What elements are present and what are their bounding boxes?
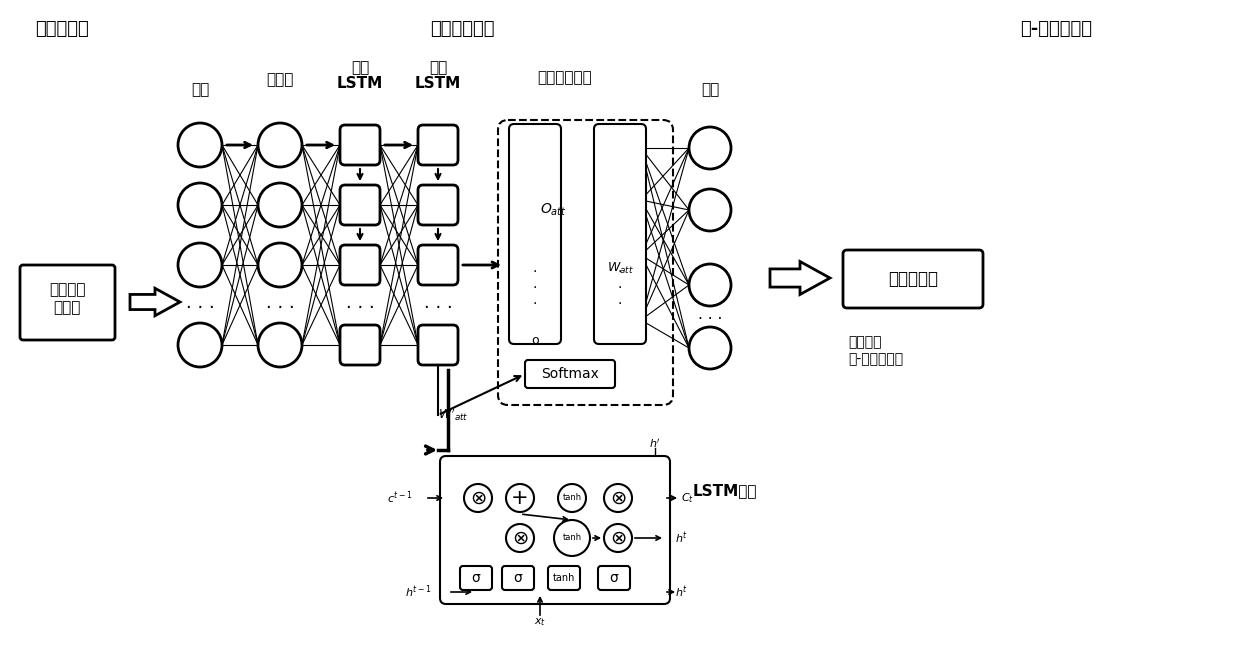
FancyBboxPatch shape xyxy=(418,245,458,285)
Text: LSTM: LSTM xyxy=(337,75,383,90)
Text: σ: σ xyxy=(610,571,619,585)
Text: $h'$: $h'$ xyxy=(649,438,661,451)
Text: $h^t$: $h^t$ xyxy=(676,584,688,600)
Text: $h^{t-1}$: $h^{t-1}$ xyxy=(404,583,432,601)
Circle shape xyxy=(689,327,732,369)
Text: 堆栈: 堆栈 xyxy=(351,61,370,75)
Circle shape xyxy=(515,127,556,169)
Circle shape xyxy=(258,243,303,287)
Text: 输入: 输入 xyxy=(191,82,210,98)
Circle shape xyxy=(604,524,632,552)
FancyBboxPatch shape xyxy=(508,124,560,344)
Circle shape xyxy=(179,243,222,287)
Text: 注意力选择器: 注意力选择器 xyxy=(538,71,593,86)
FancyBboxPatch shape xyxy=(502,566,534,590)
Text: 脑-机器人接口: 脑-机器人接口 xyxy=(848,352,903,366)
FancyBboxPatch shape xyxy=(340,185,379,225)
Circle shape xyxy=(515,299,556,341)
Text: · · ·: · · · xyxy=(186,299,215,317)
FancyBboxPatch shape xyxy=(418,125,458,165)
Circle shape xyxy=(599,127,641,169)
FancyBboxPatch shape xyxy=(498,120,673,405)
Text: 定制化的: 定制化的 xyxy=(848,335,882,349)
Text: $W_{att}$: $W_{att}$ xyxy=(606,261,634,276)
Text: o: o xyxy=(531,333,539,346)
Circle shape xyxy=(689,189,732,231)
Text: σ: σ xyxy=(471,571,480,585)
Text: σ: σ xyxy=(513,571,522,585)
Circle shape xyxy=(604,484,632,512)
Text: ⊗: ⊗ xyxy=(610,529,626,548)
Circle shape xyxy=(599,234,641,276)
Circle shape xyxy=(506,524,534,552)
Text: LSTM: LSTM xyxy=(415,75,461,90)
FancyBboxPatch shape xyxy=(594,124,646,344)
Text: 机器人动作: 机器人动作 xyxy=(888,270,937,288)
Polygon shape xyxy=(130,288,180,315)
Text: ⊗: ⊗ xyxy=(470,488,486,508)
Text: tanh: tanh xyxy=(553,573,575,583)
Circle shape xyxy=(599,179,641,221)
Text: 四种类型: 四种类型 xyxy=(48,282,86,298)
FancyBboxPatch shape xyxy=(20,265,115,340)
Text: ·
·
·: · · · xyxy=(618,265,622,312)
Circle shape xyxy=(599,299,641,341)
Text: 嵌入层: 嵌入层 xyxy=(267,73,294,88)
Circle shape xyxy=(689,127,732,169)
Circle shape xyxy=(558,484,587,512)
Text: · · ·: · · · xyxy=(265,299,294,317)
Circle shape xyxy=(515,179,556,221)
FancyBboxPatch shape xyxy=(440,456,670,604)
Text: LSTM单元: LSTM单元 xyxy=(693,484,758,498)
Text: 输出: 输出 xyxy=(701,82,719,98)
FancyBboxPatch shape xyxy=(598,566,630,590)
Text: $x_t$: $x_t$ xyxy=(534,616,546,628)
Circle shape xyxy=(179,183,222,227)
Text: 深度特征学习: 深度特征学习 xyxy=(430,20,495,38)
Text: $C_t$: $C_t$ xyxy=(682,491,694,505)
Text: $O_{att}$: $O_{att}$ xyxy=(539,202,567,218)
Circle shape xyxy=(258,323,303,367)
Text: ⊗: ⊗ xyxy=(610,488,626,508)
Text: 脑-机器人控制: 脑-机器人控制 xyxy=(1021,20,1092,38)
Polygon shape xyxy=(770,261,830,294)
Circle shape xyxy=(554,520,590,556)
Circle shape xyxy=(515,234,556,276)
Text: · · ·: · · · xyxy=(346,299,374,317)
Circle shape xyxy=(506,484,534,512)
FancyBboxPatch shape xyxy=(340,245,379,285)
Text: ·
·
·: · · · xyxy=(533,265,537,312)
Text: · · ·: · · · xyxy=(698,312,722,327)
FancyBboxPatch shape xyxy=(418,185,458,225)
Text: · · ·: · · · xyxy=(424,299,453,317)
Text: $h^t$: $h^t$ xyxy=(676,530,688,546)
Text: 脑电图信号: 脑电图信号 xyxy=(35,20,89,38)
FancyBboxPatch shape xyxy=(525,360,615,388)
Text: tanh: tanh xyxy=(563,533,582,543)
FancyBboxPatch shape xyxy=(548,566,580,590)
Circle shape xyxy=(179,323,222,367)
Circle shape xyxy=(258,123,303,167)
Text: 堆栈: 堆栈 xyxy=(429,61,448,75)
FancyBboxPatch shape xyxy=(418,325,458,365)
Text: $W'_{att}$: $W'_{att}$ xyxy=(438,407,469,423)
Text: $c^{t-1}$: $c^{t-1}$ xyxy=(387,490,413,506)
Text: ⊗: ⊗ xyxy=(512,529,528,548)
FancyBboxPatch shape xyxy=(340,125,379,165)
FancyBboxPatch shape xyxy=(340,325,379,365)
Text: Softmax: Softmax xyxy=(541,367,599,381)
Text: tanh: tanh xyxy=(563,494,582,502)
Circle shape xyxy=(689,264,732,306)
FancyBboxPatch shape xyxy=(460,566,492,590)
Text: 的信号: 的信号 xyxy=(53,300,81,315)
FancyBboxPatch shape xyxy=(843,250,983,308)
Circle shape xyxy=(258,183,303,227)
Text: +: + xyxy=(511,488,528,508)
Circle shape xyxy=(179,123,222,167)
Circle shape xyxy=(464,484,492,512)
